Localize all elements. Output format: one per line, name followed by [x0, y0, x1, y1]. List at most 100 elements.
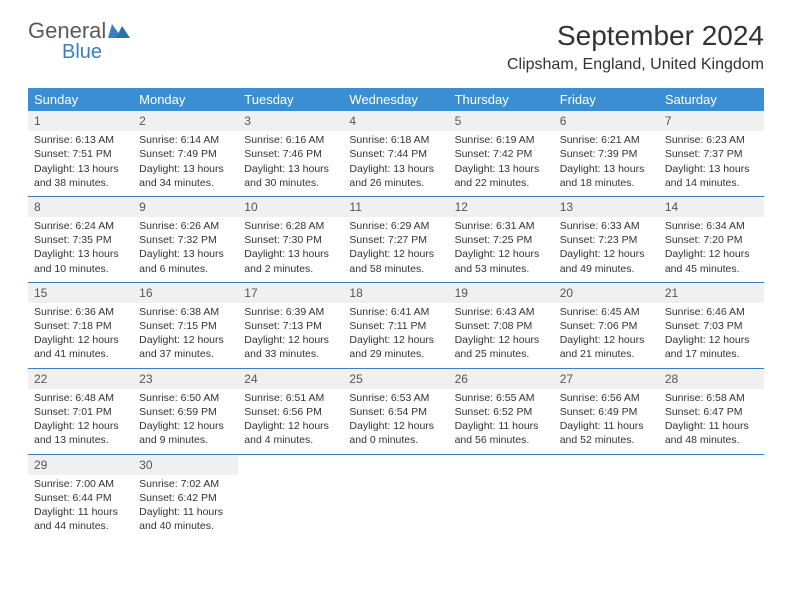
sunset-line: Sunset: 7:20 PM [665, 233, 758, 247]
daylight-line: Daylight: 12 hours and 37 minutes. [139, 333, 232, 361]
sunset-line: Sunset: 6:59 PM [139, 405, 232, 419]
calendar-cell: 30 Sunrise: 7:02 AMSunset: 6:42 PMDayligh… [133, 454, 238, 539]
sunset-line: Sunset: 6:49 PM [560, 405, 653, 419]
sunrise-line: Sunrise: 6:53 AM [349, 391, 442, 405]
sunset-line: Sunset: 6:42 PM [139, 491, 232, 505]
month-title: September 2024 [507, 20, 764, 52]
sunrise-line: Sunrise: 6:39 AM [244, 305, 337, 319]
day-number: 13 [554, 197, 659, 217]
sunrise-line: Sunrise: 6:29 AM [349, 219, 442, 233]
daylight-line: Daylight: 12 hours and 58 minutes. [349, 247, 442, 275]
calendar-cell: 26Sunrise: 6:55 AMSunset: 6:52 PMDayligh… [449, 368, 554, 454]
title-block: September 2024 Clipsham, England, United… [507, 20, 764, 74]
sunset-line: Sunset: 7:44 PM [349, 147, 442, 161]
weekday-header: Friday [554, 88, 659, 111]
calendar-cell: 28Sunrise: 6:58 AMSunset: 6:47 PMDayligh… [659, 368, 764, 454]
daylight-line: Daylight: 12 hours and 9 minutes. [139, 419, 232, 447]
daylight-line: Daylight: 13 hours and 18 minutes. [560, 162, 653, 190]
day-number: 16 [133, 283, 238, 303]
sunrise-line: Sunrise: 6:50 AM [139, 391, 232, 405]
calendar-cell: 11Sunrise: 6:29 AMSunset: 7:27 PMDayligh… [343, 196, 448, 282]
calendar-row: 1Sunrise: 6:13 AMSunset: 7:51 PMDaylight… [28, 111, 764, 196]
daylight-line: Daylight: 12 hours and 17 minutes. [665, 333, 758, 361]
calendar-cell: . [343, 454, 448, 539]
weekday-header-row: Sunday Monday Tuesday Wednesday Thursday… [28, 88, 764, 111]
daylight-line: Daylight: 13 hours and 14 minutes. [665, 162, 758, 190]
sunset-line: Sunset: 7:01 PM [34, 405, 127, 419]
sunrise-line: Sunrise: 6:16 AM [244, 133, 337, 147]
logo: General Blue [28, 20, 130, 62]
calendar-cell: 3Sunrise: 6:16 AMSunset: 7:46 PMDaylight… [238, 111, 343, 196]
calendar-cell: 10Sunrise: 6:28 AMSunset: 7:30 PMDayligh… [238, 196, 343, 282]
daylight-line: Daylight: 12 hours and 13 minutes. [34, 419, 127, 447]
calendar-cell: . [554, 454, 659, 539]
calendar-cell: 12Sunrise: 6:31 AMSunset: 7:25 PMDayligh… [449, 196, 554, 282]
daylight-line: Daylight: 11 hours and 52 minutes. [560, 419, 653, 447]
daylight-line: Daylight: 12 hours and 29 minutes. [349, 333, 442, 361]
calendar-cell: 23 Sunrise: 6:50 AMSunset: 6:59 PMDayligh… [133, 368, 238, 454]
sunset-line: Sunset: 7:25 PM [455, 233, 548, 247]
weekday-header: Thursday [449, 88, 554, 111]
header: General Blue September 2024 Clipsham, En… [28, 20, 764, 74]
calendar-cell: . [449, 454, 554, 539]
day-number: 23 [133, 369, 238, 389]
weekday-header: Tuesday [238, 88, 343, 111]
sunrise-line: Sunrise: 6:58 AM [665, 391, 758, 405]
calendar-cell: 4Sunrise: 6:18 AMSunset: 7:44 PMDaylight… [343, 111, 448, 196]
sunset-line: Sunset: 7:11 PM [349, 319, 442, 333]
sunrise-line: Sunrise: 6:45 AM [560, 305, 653, 319]
calendar-cell: 14Sunrise: 6:34 AMSunset: 7:20 PMDayligh… [659, 196, 764, 282]
calendar-cell: . [659, 454, 764, 539]
day-number: 14 [659, 197, 764, 217]
daylight-line: Daylight: 11 hours and 40 minutes. [139, 505, 232, 533]
logo-triangle-icon [108, 20, 130, 42]
sunset-line: Sunset: 7:27 PM [349, 233, 442, 247]
day-number: 12 [449, 197, 554, 217]
sunset-line: Sunset: 7:35 PM [34, 233, 127, 247]
sunset-line: Sunset: 7:32 PM [139, 233, 232, 247]
sunrise-line: Sunrise: 6:56 AM [560, 391, 653, 405]
calendar-cell: . [238, 454, 343, 539]
calendar-cell: 24Sunrise: 6:51 AMSunset: 6:56 PMDayligh… [238, 368, 343, 454]
calendar-cell: 2Sunrise: 6:14 AMSunset: 7:49 PMDaylight… [133, 111, 238, 196]
daylight-line: Daylight: 12 hours and 49 minutes. [560, 247, 653, 275]
daylight-line: Daylight: 13 hours and 22 minutes. [455, 162, 548, 190]
sunset-line: Sunset: 7:46 PM [244, 147, 337, 161]
sunrise-line: Sunrise: 7:02 AM [139, 477, 232, 491]
sunset-line: Sunset: 7:06 PM [560, 319, 653, 333]
day-number: 6 [554, 111, 659, 131]
daylight-line: Daylight: 11 hours and 56 minutes. [455, 419, 548, 447]
day-number: 21 [659, 283, 764, 303]
weekday-header: Monday [133, 88, 238, 111]
sunrise-line: Sunrise: 6:34 AM [665, 219, 758, 233]
day-number: 8 [28, 197, 133, 217]
calendar-row: 29Sunrise: 7:00 AMSunset: 6:44 PMDayligh… [28, 454, 764, 539]
sunset-line: Sunset: 6:56 PM [244, 405, 337, 419]
day-number: 19 [449, 283, 554, 303]
calendar-cell: 8Sunrise: 6:24 AMSunset: 7:35 PMDaylight… [28, 196, 133, 282]
logo-line2: Blue [62, 42, 130, 62]
calendar-cell: 25Sunrise: 6:53 AMSunset: 6:54 PMDayligh… [343, 368, 448, 454]
sunrise-line: Sunrise: 6:23 AM [665, 133, 758, 147]
sunrise-line: Sunrise: 6:26 AM [139, 219, 232, 233]
sunrise-line: Sunrise: 6:55 AM [455, 391, 548, 405]
day-number: 1 [28, 111, 133, 131]
daylight-line: Daylight: 11 hours and 48 minutes. [665, 419, 758, 447]
sunset-line: Sunset: 7:08 PM [455, 319, 548, 333]
calendar-cell: 21Sunrise: 6:46 AMSunset: 7:03 PMDayligh… [659, 282, 764, 368]
day-number: 29 [28, 455, 133, 475]
daylight-line: Daylight: 12 hours and 25 minutes. [455, 333, 548, 361]
calendar-cell: 29Sunrise: 7:00 AMSunset: 6:44 PMDayligh… [28, 454, 133, 539]
daylight-line: Daylight: 12 hours and 4 minutes. [244, 419, 337, 447]
daylight-line: Daylight: 11 hours and 44 minutes. [34, 505, 127, 533]
calendar-row: 8Sunrise: 6:24 AMSunset: 7:35 PMDaylight… [28, 196, 764, 282]
day-number: 20 [554, 283, 659, 303]
day-number: 17 [238, 283, 343, 303]
sunrise-line: Sunrise: 6:51 AM [244, 391, 337, 405]
sunset-line: Sunset: 7:51 PM [34, 147, 127, 161]
calendar-cell: 17Sunrise: 6:39 AMSunset: 7:13 PMDayligh… [238, 282, 343, 368]
calendar-cell: 16Sunrise: 6:38 AMSunset: 7:15 PMDayligh… [133, 282, 238, 368]
sunrise-line: Sunrise: 6:48 AM [34, 391, 127, 405]
day-number: 3 [238, 111, 343, 131]
day-number: 30 [133, 455, 238, 475]
